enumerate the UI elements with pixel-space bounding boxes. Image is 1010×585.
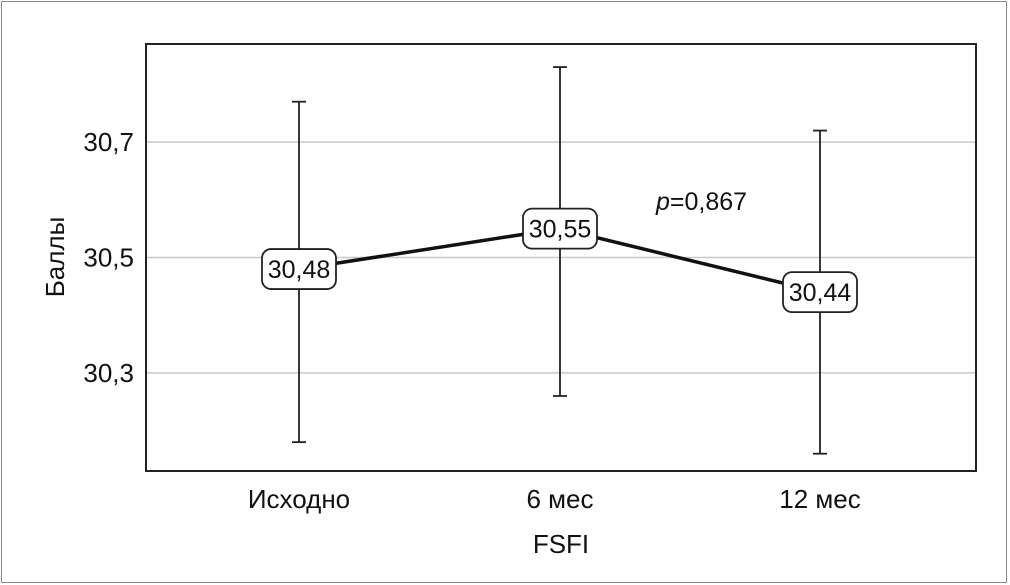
data-label: 30,48 <box>268 256 331 284</box>
x-tick-label: 12 мес <box>779 484 860 514</box>
data-point: 30,44 <box>782 271 858 314</box>
y-tick-label: 30,3 <box>83 358 134 388</box>
y-axis-title: Баллы <box>40 217 70 298</box>
error-bars <box>292 66 827 455</box>
data-label-box <box>522 207 598 250</box>
data-label: 30,44 <box>789 279 852 307</box>
x-axis-title: FSFI <box>533 529 589 559</box>
data-labels: 30,48 30,55 30,44 <box>261 207 858 314</box>
y-tick-labels: 30,3 30,5 30,7 <box>83 127 134 388</box>
p-symbol: p <box>655 188 670 216</box>
data-label-box <box>261 248 337 290</box>
data-label: 30,55 <box>529 216 592 244</box>
x-tick-labels: Исходно 6 мес 12 мес <box>248 484 861 514</box>
plot-area-border <box>145 43 977 472</box>
x-tick-label: 6 мес <box>526 484 593 514</box>
p-value-annotation: p=0,867 <box>655 188 747 216</box>
y-tick-label: 30,5 <box>83 243 134 273</box>
data-point: 30,48 <box>261 248 337 290</box>
data-label-box <box>782 271 858 314</box>
data-point: 30,55 <box>522 207 598 250</box>
p-value: =0,867 <box>670 188 747 216</box>
y-tick-label: 30,7 <box>83 127 134 157</box>
x-tick-label: Исходно <box>248 484 350 514</box>
